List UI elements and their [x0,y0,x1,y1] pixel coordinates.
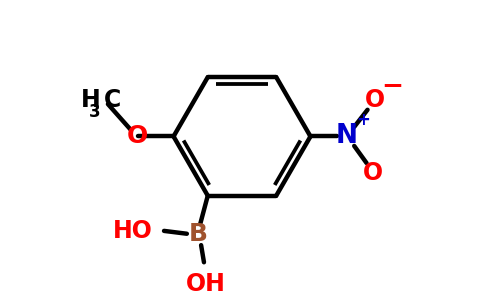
Text: O: O [127,124,148,148]
Text: +: + [356,111,370,129]
Text: O: O [365,88,385,112]
Text: −: − [381,74,403,100]
Text: C: C [104,88,121,112]
Text: 3: 3 [89,103,100,121]
Text: OH: OH [186,272,226,296]
Text: H: H [80,88,100,112]
Text: B: B [189,222,208,246]
Text: N: N [335,123,358,149]
Text: HO: HO [113,219,152,243]
Text: O: O [363,160,383,184]
